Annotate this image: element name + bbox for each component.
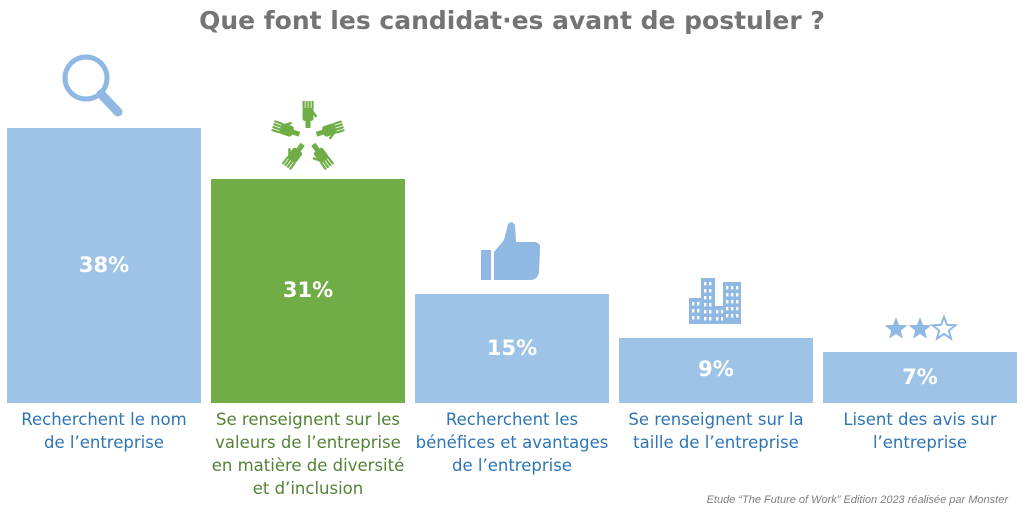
bar-value-label: 31% (282, 277, 334, 302)
bar: 38% (7, 128, 201, 403)
category-label-line: l’entreprise (872, 433, 968, 452)
category-label: Se renseignent sur les valeurs de l’entre… (211, 408, 405, 500)
category-label-line: de l’entreprise (44, 433, 164, 452)
bar-value-label: 7% (902, 364, 938, 389)
magnifier-icon (62, 54, 123, 117)
bar: 9% (619, 337, 813, 403)
category-label: Se renseignent sur la taille de l’entrepr… (619, 408, 813, 454)
category-label-line: valeurs de l’entreprise (215, 433, 401, 452)
category-label-line: bénéfices et avantages (415, 433, 609, 452)
category-label-line: en matière de diversité (211, 456, 405, 475)
hands-circle-icon (271, 100, 345, 170)
category-label-line: Se renseignent sur les (216, 410, 400, 429)
bar-value-label: 15% (486, 335, 538, 360)
source-note: Etude “The Future of Work” Edition 2023 … (706, 494, 1008, 506)
category-label-line: Recherchent le nom (21, 410, 187, 429)
category-label-line: taille de l’entreprise (633, 433, 799, 452)
bar: 7% (823, 352, 1017, 403)
bar-value-label: 9% (698, 357, 734, 382)
buildings-icon (689, 277, 741, 324)
category-label: Lisent des avis sur l’entreprise (823, 408, 1017, 454)
category-label-line: de l’entreprise (452, 456, 572, 475)
category-label: Recherchent le nom de l’entreprise (7, 408, 201, 454)
thumbs-up-icon (481, 222, 541, 281)
bar: 31% (211, 178, 405, 403)
category-label: Recherchent les bénéfices et avantages de … (415, 408, 609, 477)
category-label-line: Se renseignent sur la (628, 410, 804, 429)
bar: 15% (415, 294, 609, 403)
stars-rating-icon (884, 314, 959, 342)
category-label-line: Recherchent les (445, 410, 579, 429)
bar-value-label: 38% (78, 252, 130, 277)
category-label-line: et d’inclusion (252, 479, 364, 498)
category-label-line: Lisent des avis sur (843, 410, 997, 429)
chart-title: Que font les candidat·es avant de postul… (199, 6, 825, 35)
